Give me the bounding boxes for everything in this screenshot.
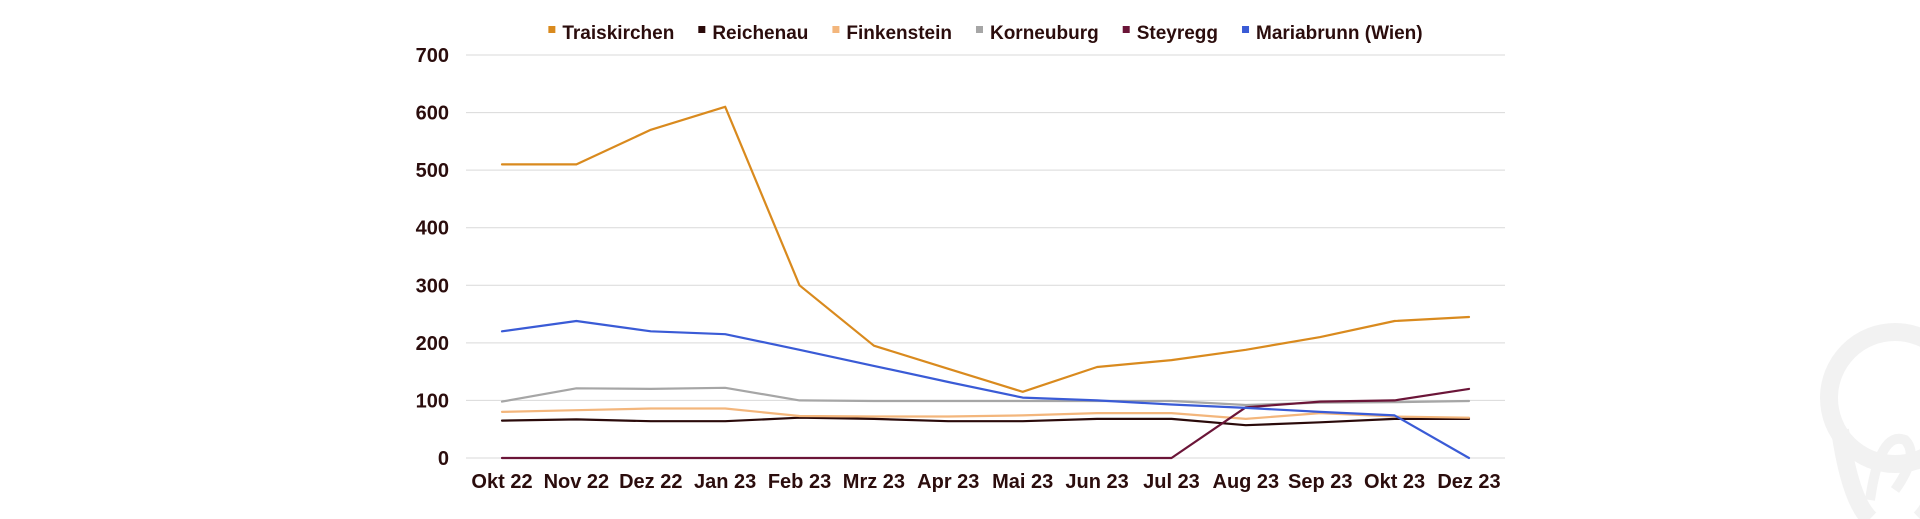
lightbulb-watermark-icon xyxy=(1820,323,1920,519)
legend-marker-icon xyxy=(548,26,556,33)
y-tick-label: 100 xyxy=(416,390,449,412)
legend-label: Korneuburg xyxy=(990,23,1099,44)
series-line-reichenau xyxy=(500,416,1471,427)
x-tick-label: Sep 23 xyxy=(1288,471,1352,493)
x-tick-label: Jul 23 xyxy=(1143,471,1200,493)
legend-item: Mariabrunn (Wien) xyxy=(1242,23,1423,44)
x-tick-label: Jan 23 xyxy=(694,471,756,493)
x-tick-label: Okt 23 xyxy=(1364,471,1425,493)
series-line-traiskirchen xyxy=(500,105,1471,393)
x-tick-label: Aug 23 xyxy=(1213,471,1280,493)
x-tick-label: Feb 23 xyxy=(768,471,831,493)
x-tick-label: Dez 22 xyxy=(619,471,682,493)
legend-label: Finkenstein xyxy=(846,23,952,44)
y-tick-label: 700 xyxy=(416,45,449,67)
chart-series xyxy=(500,105,1471,460)
legend-label: Reichenau xyxy=(712,23,808,44)
legend-item: Reichenau xyxy=(698,23,808,44)
y-tick-label: 400 xyxy=(416,218,449,240)
legend-item: Korneuburg xyxy=(975,23,1099,44)
legend-item: Steyregg xyxy=(1122,23,1218,44)
x-axis-ticks: Okt 22 Nov 22 Dez 22 Jan 23 Feb 23 Mrz 23 Apr … xyxy=(471,471,1500,493)
y-axis-ticks: 0 100 200 300 400 500 600 700 xyxy=(416,45,449,470)
y-tick-label: 500 xyxy=(416,160,449,182)
x-tick-label: Mai 23 xyxy=(992,471,1053,493)
legend-marker-icon xyxy=(1242,26,1250,33)
x-tick-label: Jun 23 xyxy=(1065,471,1128,493)
x-tick-label: Nov 22 xyxy=(544,471,610,493)
x-tick-label: Okt 22 xyxy=(471,471,532,493)
series-line-mariabrunn-wien xyxy=(500,319,1471,460)
series-line-steyregg xyxy=(500,387,1471,460)
x-tick-label: Apr 23 xyxy=(917,471,979,493)
y-tick-label: 0 xyxy=(438,448,449,470)
series-line-finkenstein xyxy=(500,407,1471,420)
legend-marker-icon xyxy=(975,26,983,33)
y-tick-label: 300 xyxy=(416,275,449,297)
chart-legend: Traiskirchen Reichenau Finkenstein Korneubu… xyxy=(548,23,1423,44)
legend-marker-icon xyxy=(1122,26,1130,33)
legend-marker-icon xyxy=(832,26,840,33)
legend-label: Steyregg xyxy=(1137,23,1218,44)
legend-label: Mariabrunn (Wien) xyxy=(1256,23,1423,44)
y-tick-label: 600 xyxy=(416,103,449,125)
y-tick-label: 200 xyxy=(416,333,449,355)
legend-marker-icon xyxy=(698,26,706,33)
legend-label: Traiskirchen xyxy=(562,23,674,44)
legend-item: Traiskirchen xyxy=(548,23,674,44)
legend-item: Finkenstein xyxy=(832,23,952,44)
x-tick-label: Mrz 23 xyxy=(843,471,905,493)
x-tick-label: Dez 23 xyxy=(1437,471,1500,493)
chart-gridlines xyxy=(466,54,1505,459)
